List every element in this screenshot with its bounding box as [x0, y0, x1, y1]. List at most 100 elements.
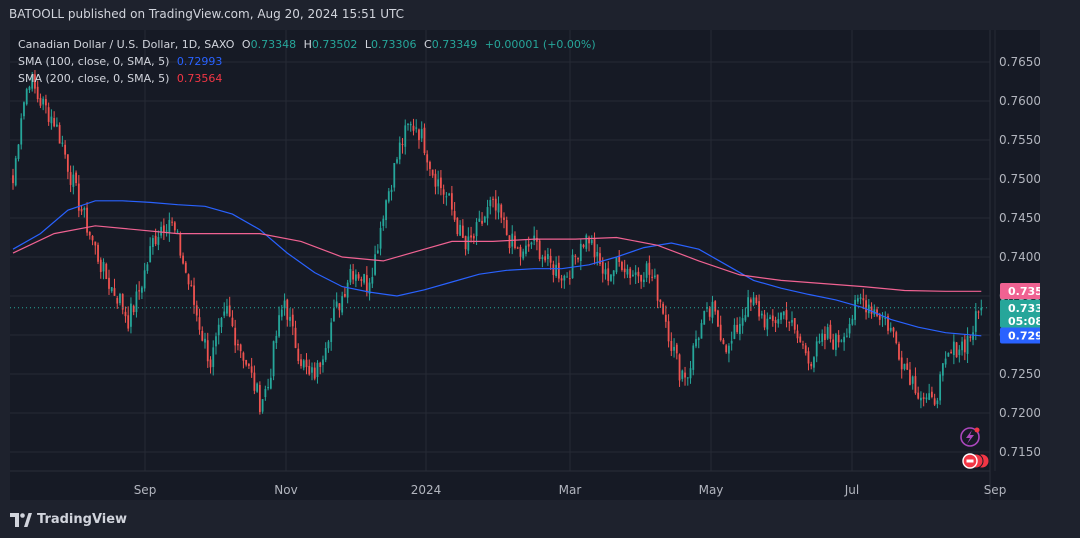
candle — [242, 351, 245, 369]
candle — [165, 224, 168, 237]
candle — [876, 306, 878, 318]
candle-body — [922, 397, 925, 399]
candle — [629, 266, 632, 285]
candle — [344, 286, 346, 298]
candle — [275, 330, 278, 349]
candle-body — [333, 308, 335, 322]
candle-body — [944, 358, 947, 365]
candle — [541, 254, 544, 268]
candle — [429, 160, 431, 176]
candle — [256, 382, 259, 393]
candle — [892, 326, 895, 338]
candle-body — [684, 372, 686, 378]
candle-body — [179, 233, 182, 256]
legend-symbol-row[interactable]: Canadian Dollar / U.S. Dollar, 1D, SAXO … — [18, 36, 600, 53]
candle — [788, 321, 791, 332]
candle-body — [338, 303, 341, 311]
candle — [464, 235, 467, 256]
candle — [963, 334, 966, 361]
candle-body — [245, 359, 248, 365]
legend-sma200-row[interactable]: SMA (200, close, 0, SMA, 5) 0.73564 — [18, 70, 600, 87]
tradingview-logo[interactable]: TradingView — [10, 512, 127, 527]
candle-body — [771, 315, 774, 321]
open-label: O — [241, 38, 251, 51]
candle-body — [821, 333, 824, 342]
candle-body — [141, 287, 143, 293]
candle-body — [349, 268, 352, 283]
candle — [198, 308, 201, 335]
candle — [519, 244, 522, 266]
candle-body — [69, 172, 72, 185]
candle — [670, 332, 673, 357]
candle-body — [311, 367, 313, 373]
close-value: 0.73349 — [431, 38, 478, 51]
sma100-label: SMA (100, close, 0, SMA, 5) — [18, 55, 170, 68]
candle — [308, 359, 311, 376]
candle — [503, 212, 505, 229]
candle — [283, 293, 286, 316]
legend-sma100-row[interactable]: SMA (100, close, 0, SMA, 5) 0.72993 — [18, 53, 600, 70]
candle-body — [653, 275, 656, 278]
candle — [867, 299, 870, 318]
candle — [939, 371, 942, 405]
candle — [755, 294, 758, 305]
candle-body — [909, 369, 911, 385]
candle-body — [272, 341, 275, 377]
candle-body — [404, 125, 407, 147]
candle-body — [640, 274, 643, 282]
candle — [382, 215, 385, 231]
candle-body — [763, 314, 766, 328]
candle-body — [420, 129, 423, 139]
close-label: C — [424, 38, 432, 51]
candle-body — [313, 367, 316, 379]
candle — [330, 318, 333, 351]
time-tick-label: Jul — [844, 483, 859, 497]
candle — [909, 361, 911, 386]
candle-body — [467, 236, 470, 251]
candle — [354, 269, 357, 288]
candle-body — [291, 314, 294, 327]
candle — [267, 378, 269, 391]
candle — [415, 119, 418, 133]
candle — [305, 353, 308, 375]
candle — [146, 262, 149, 274]
candle-body — [168, 219, 171, 233]
lightning-icon — [960, 427, 980, 447]
candle-body — [818, 341, 821, 343]
candle-body — [933, 398, 936, 405]
low-label: L — [364, 38, 372, 51]
candle — [25, 87, 28, 106]
candle — [903, 363, 906, 371]
candle-body — [368, 282, 371, 294]
candle — [497, 196, 500, 220]
candle-body — [401, 144, 404, 146]
candle — [478, 210, 481, 223]
candle-body — [376, 250, 379, 254]
candle-body — [752, 297, 755, 305]
candle-body — [492, 198, 494, 200]
candle — [357, 272, 360, 281]
candle — [840, 339, 843, 343]
candle-body — [859, 297, 862, 299]
candle — [961, 336, 963, 356]
candle-body — [116, 298, 119, 304]
candle-body — [12, 175, 14, 184]
candle-body — [928, 393, 931, 400]
candle-body — [55, 124, 58, 127]
candle — [708, 306, 711, 321]
candle-body — [766, 318, 769, 330]
candle — [247, 362, 250, 369]
candle-body — [234, 327, 237, 346]
flag-event-icon — [962, 453, 990, 469]
candle-body — [58, 125, 61, 144]
candle — [64, 140, 67, 159]
candle-body — [936, 400, 939, 405]
candle-body — [700, 323, 703, 339]
candle — [898, 341, 900, 361]
candle-body — [645, 263, 648, 278]
candle-body — [911, 376, 914, 384]
candle-body — [497, 203, 500, 213]
